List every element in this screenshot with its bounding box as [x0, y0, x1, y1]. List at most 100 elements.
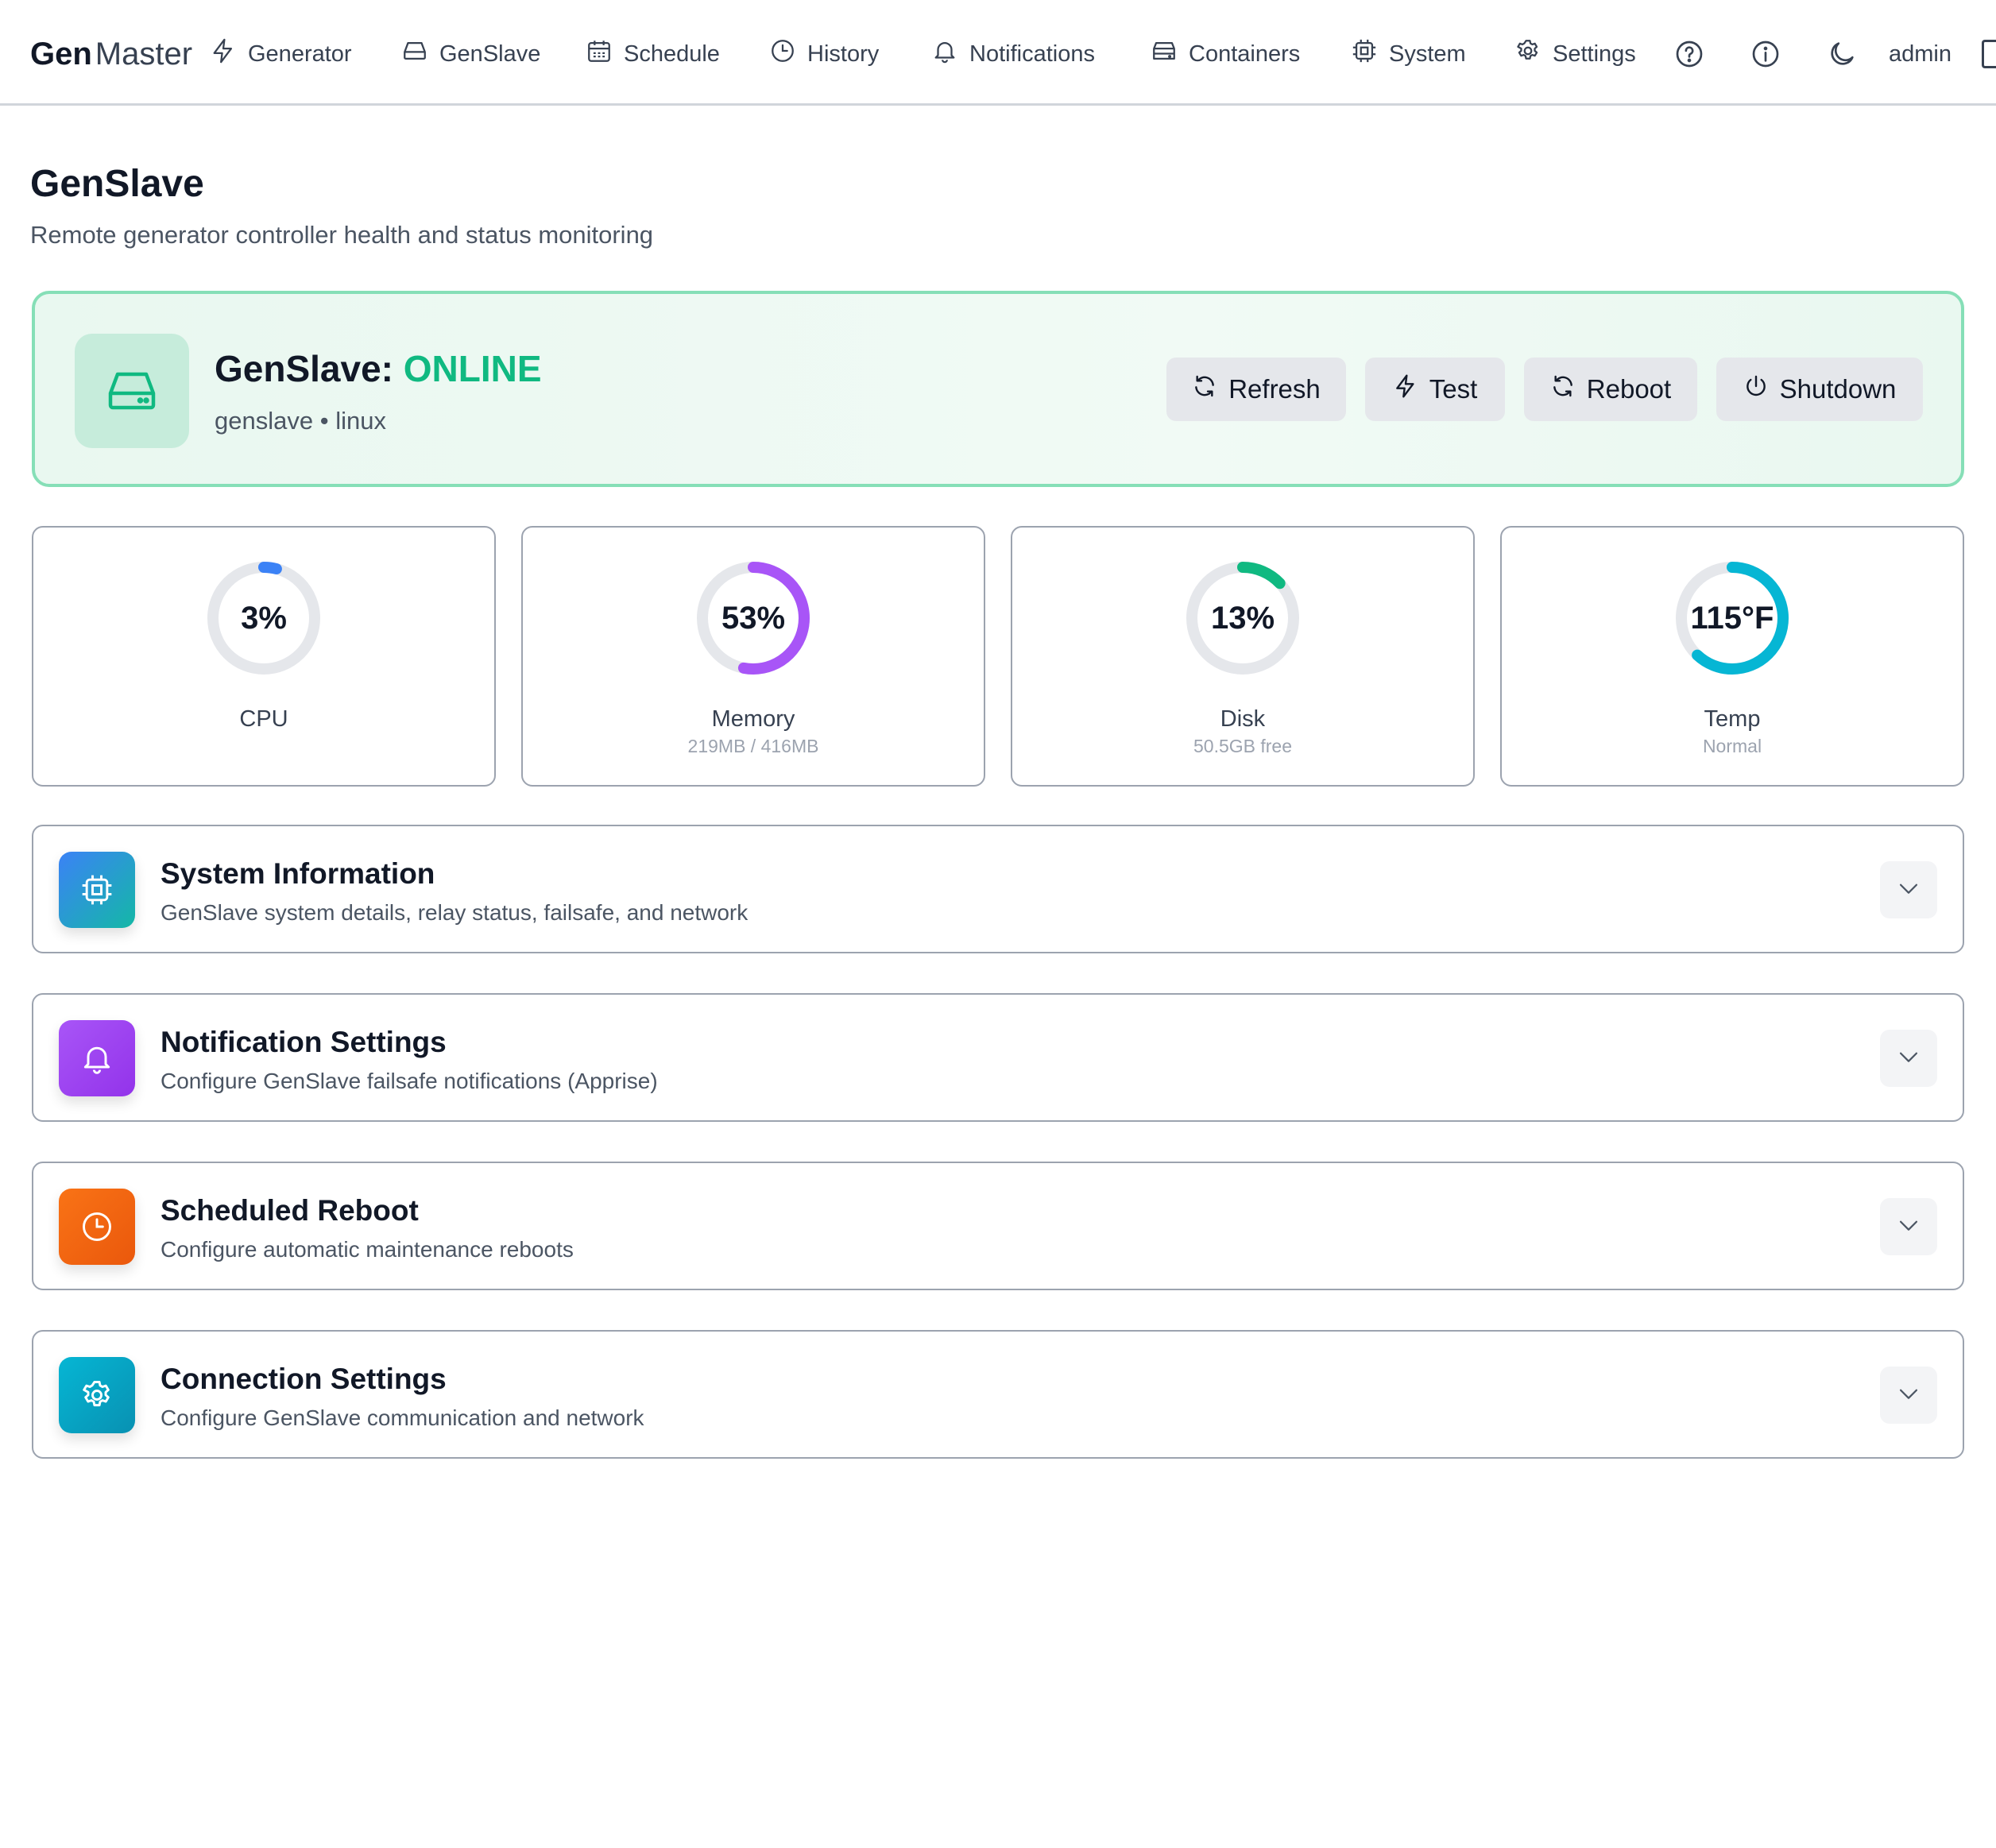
section-title: Notification Settings [161, 1026, 447, 1058]
metric-label: Temp [1704, 706, 1761, 732]
section-connection-settings[interactable]: Connection Settings Configure GenSlave c… [32, 1330, 1964, 1459]
moon-icon[interactable] [1826, 38, 1858, 70]
nav-label: Generator [248, 41, 352, 67]
gauge-value: 3% [241, 600, 287, 636]
refresh-button[interactable]: Refresh [1166, 358, 1346, 421]
brand-bold: Gen [30, 37, 92, 72]
gauge-arc [1676, 562, 1789, 675]
clock-icon [769, 37, 796, 71]
info-icon[interactable] [1750, 38, 1781, 70]
metric-sub: 219MB / 416MB [687, 736, 819, 756]
metric-card-memory: 53% Memory 219MB / 416MB [521, 526, 985, 787]
brand-light: Master [95, 37, 193, 72]
chip-icon [1351, 37, 1378, 71]
chevron-down-icon [1895, 875, 1922, 906]
os-name: linux [335, 407, 386, 435]
test-button[interactable]: Test [1365, 358, 1505, 421]
gauge-value: 115°F [1690, 600, 1774, 636]
section-desc: Configure GenSlave communication and net… [161, 1405, 644, 1430]
nav-item-notifications[interactable]: Notifications [931, 37, 1095, 72]
shutdown-button[interactable]: Shutdown [1716, 358, 1923, 421]
reboot-button[interactable]: Reboot [1524, 358, 1697, 421]
nav-item-history[interactable]: History [769, 37, 879, 72]
button-label: Shutdown [1779, 374, 1897, 404]
nav-item-settings[interactable]: Settings [1514, 37, 1636, 72]
memory-gauge: 53% [693, 558, 814, 679]
metric-label: CPU [239, 706, 288, 732]
server-icon [1151, 37, 1178, 71]
nav-item-containers[interactable]: Containers [1151, 37, 1300, 72]
metric-card-disk: 13% Disk 50.5GB free [1011, 526, 1475, 787]
nav-label: Containers [1189, 41, 1301, 67]
section-title: System Information [161, 857, 435, 890]
section-system-information[interactable]: System Information GenSlave system detai… [32, 825, 1964, 953]
button-label: Test [1429, 374, 1478, 404]
cpu-gauge: 3% [203, 558, 324, 679]
clock-icon [59, 1189, 135, 1265]
power-icon [1743, 373, 1769, 405]
page-title: GenSlave [30, 163, 204, 205]
bolt-icon [210, 37, 237, 71]
button-label: Refresh [1228, 374, 1321, 404]
nav-label: Settings [1553, 41, 1636, 67]
refresh-icon [1192, 373, 1217, 405]
metric-sub: Normal [1702, 736, 1762, 756]
expand-toggle[interactable] [1880, 1198, 1937, 1255]
gauge-arc [697, 562, 810, 675]
nav-item-generator[interactable]: Generator [210, 37, 352, 72]
section-notification-settings[interactable]: Notification Settings Configure GenSlave… [32, 993, 1964, 1122]
metric-label: Memory [711, 706, 795, 732]
section-desc: Configure automatic maintenance reboots [161, 1237, 574, 1262]
expand-toggle[interactable] [1880, 861, 1937, 918]
expand-toggle[interactable] [1880, 1030, 1937, 1087]
nav-item-schedule[interactable]: Schedule [586, 37, 720, 72]
nav-label: History [807, 41, 880, 67]
section-desc: Configure GenSlave failsafe notification… [161, 1069, 658, 1093]
drive-icon [401, 37, 428, 71]
chevron-down-icon [1895, 1380, 1922, 1411]
user-menu[interactable]: admin [1889, 41, 1952, 67]
hostname: genslave [215, 407, 314, 435]
status-title: GenSlave: ONLINE [215, 345, 542, 392]
nav-label: GenSlave [439, 41, 541, 67]
gauge-arc [207, 562, 320, 675]
gear-icon [59, 1357, 135, 1433]
temp-gauge: 115°F [1672, 558, 1793, 679]
status-badge: ONLINE [403, 348, 542, 389]
metric-label: Disk [1220, 706, 1266, 732]
calendar-icon [586, 37, 613, 71]
help-icon[interactable] [1673, 38, 1705, 70]
refresh-icon [1550, 373, 1576, 405]
logout-icon[interactable] [1982, 40, 1996, 68]
drive-icon [75, 334, 189, 448]
gauge-value: 53% [721, 600, 786, 636]
section-title: Connection Settings [161, 1363, 447, 1395]
top-nav: Gen Master Generator GenSlave Schedule Hi… [0, 0, 1996, 106]
page-subtitle: Remote generator controller health and s… [30, 221, 654, 249]
brand-logo[interactable]: Gen Master [30, 32, 192, 76]
chevron-down-icon [1895, 1043, 1922, 1074]
nav-item-system[interactable]: System [1351, 37, 1466, 72]
chip-icon [59, 852, 135, 928]
metric-card-cpu: 3% CPU [32, 526, 496, 787]
status-card: GenSlave: ONLINE genslave • linux Refres… [32, 291, 1964, 487]
section-desc: GenSlave system details, relay status, f… [161, 900, 748, 925]
nav-label: Schedule [624, 41, 720, 67]
nav-item-genslave[interactable]: GenSlave [401, 37, 540, 72]
bell-icon [59, 1020, 135, 1096]
chevron-down-icon [1895, 1212, 1922, 1243]
metric-card-temp: 115°F Temp Normal [1500, 526, 1964, 787]
status-name-label: GenSlave: [215, 348, 393, 389]
status-meta: genslave • linux [215, 405, 386, 437]
expand-toggle[interactable] [1880, 1367, 1937, 1424]
section-scheduled-reboot[interactable]: Scheduled Reboot Configure automatic mai… [32, 1162, 1964, 1290]
nav-label: Notifications [969, 41, 1095, 67]
separator: • [319, 407, 329, 435]
button-label: Reboot [1586, 374, 1672, 404]
gauge-arc [1186, 562, 1299, 675]
gear-icon [1514, 37, 1541, 71]
bell-icon [931, 37, 958, 71]
disk-gauge: 13% [1182, 558, 1303, 679]
bolt-icon [1393, 373, 1418, 405]
gauge-value: 13% [1210, 600, 1275, 636]
